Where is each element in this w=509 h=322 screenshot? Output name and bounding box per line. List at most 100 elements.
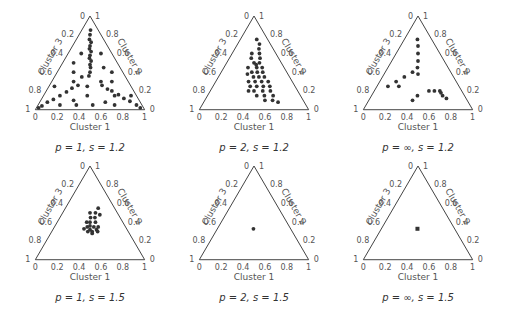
- svg-text:0: 0: [314, 255, 319, 264]
- svg-text:Cluster 3: Cluster 3: [200, 37, 229, 77]
- svg-text:Cluster 1: Cluster 1: [398, 122, 439, 132]
- svg-text:0.8: 0.8: [29, 236, 42, 245]
- svg-text:0.2: 0.2: [61, 180, 74, 189]
- svg-text:1: 1: [142, 263, 147, 272]
- svg-text:1: 1: [259, 162, 264, 171]
- svg-text:0: 0: [478, 105, 483, 114]
- svg-text:0.2: 0.2: [389, 180, 402, 189]
- svg-text:0.2: 0.2: [389, 30, 402, 39]
- svg-text:Cluster 1: Cluster 1: [70, 272, 111, 282]
- svg-text:0: 0: [361, 263, 366, 272]
- svg-text:0: 0: [197, 113, 202, 122]
- svg-text:Cluster 3: Cluster 3: [364, 187, 393, 227]
- svg-text:Cluster 2: Cluster 2: [115, 37, 144, 77]
- svg-text:0: 0: [33, 263, 38, 272]
- svg-text:1: 1: [423, 12, 428, 21]
- svg-text:0: 0: [197, 263, 202, 272]
- svg-text:0.2: 0.2: [303, 86, 316, 95]
- svg-text:0.8: 0.8: [106, 30, 119, 39]
- svg-text:1: 1: [470, 113, 475, 122]
- svg-text:Cluster 2: Cluster 2: [279, 187, 308, 227]
- svg-text:Cluster 1: Cluster 1: [398, 272, 439, 282]
- svg-text:1: 1: [353, 255, 358, 264]
- svg-text:0.4: 0.4: [237, 113, 250, 122]
- svg-text:0.2: 0.2: [379, 263, 392, 272]
- svg-text:0.6: 0.6: [423, 263, 436, 272]
- svg-text:Cluster 3: Cluster 3: [364, 37, 393, 77]
- svg-text:0: 0: [478, 255, 483, 264]
- svg-text:0: 0: [33, 113, 38, 122]
- svg-text:Cluster 2: Cluster 2: [115, 187, 144, 227]
- svg-text:0: 0: [361, 113, 366, 122]
- svg-text:0.2: 0.2: [467, 86, 480, 95]
- svg-text:0.4: 0.4: [401, 113, 414, 122]
- svg-text:0.8: 0.8: [280, 113, 293, 122]
- svg-text:0.8: 0.8: [116, 263, 129, 272]
- svg-text:Cluster 1: Cluster 1: [234, 272, 275, 282]
- svg-text:0.8: 0.8: [116, 113, 129, 122]
- svg-text:1: 1: [189, 105, 194, 114]
- svg-text:0.4: 0.4: [73, 113, 86, 122]
- svg-text:0.8: 0.8: [434, 180, 447, 189]
- svg-text:0.2: 0.2: [225, 180, 238, 189]
- svg-text:Cluster 1: Cluster 1: [70, 122, 111, 132]
- svg-text:1: 1: [306, 263, 311, 272]
- svg-text:1: 1: [259, 12, 264, 21]
- svg-text:0.2: 0.2: [225, 30, 238, 39]
- svg-text:0.8: 0.8: [270, 180, 283, 189]
- svg-text:0.8: 0.8: [357, 86, 370, 95]
- svg-text:0.6: 0.6: [423, 113, 436, 122]
- svg-text:1: 1: [423, 162, 428, 171]
- svg-text:0: 0: [80, 12, 85, 21]
- svg-text:0.8: 0.8: [29, 86, 42, 95]
- svg-text:0: 0: [408, 12, 413, 21]
- svg-text:0.8: 0.8: [270, 30, 283, 39]
- svg-text:0.4: 0.4: [73, 263, 86, 272]
- svg-text:Cluster 3: Cluster 3: [200, 187, 229, 227]
- svg-text:0.8: 0.8: [434, 30, 447, 39]
- svg-text:0.2: 0.2: [215, 113, 228, 122]
- svg-text:Cluster 2: Cluster 2: [443, 187, 472, 227]
- svg-text:0.8: 0.8: [280, 263, 293, 272]
- svg-text:0.4: 0.4: [237, 263, 250, 272]
- svg-text:1: 1: [25, 105, 30, 114]
- svg-text:0: 0: [150, 255, 155, 264]
- svg-text:0.2: 0.2: [61, 30, 74, 39]
- svg-text:0.8: 0.8: [193, 236, 206, 245]
- svg-text:0: 0: [408, 162, 413, 171]
- svg-text:0.6: 0.6: [95, 263, 108, 272]
- svg-text:1: 1: [25, 255, 30, 264]
- svg-text:1: 1: [189, 255, 194, 264]
- svg-text:Cluster 2: Cluster 2: [279, 37, 308, 77]
- svg-text:1: 1: [306, 113, 311, 122]
- svg-text:0.2: 0.2: [467, 236, 480, 245]
- svg-text:0.8: 0.8: [193, 86, 206, 95]
- svg-text:0.2: 0.2: [303, 236, 316, 245]
- svg-text:0.4: 0.4: [401, 263, 414, 272]
- svg-text:0.2: 0.2: [139, 86, 152, 95]
- svg-text:0.2: 0.2: [215, 263, 228, 272]
- svg-text:0.6: 0.6: [259, 263, 272, 272]
- svg-text:Cluster 3: Cluster 3: [36, 187, 65, 227]
- svg-text:Cluster 1: Cluster 1: [234, 122, 275, 132]
- svg-text:0: 0: [314, 105, 319, 114]
- svg-text:Cluster 3: Cluster 3: [36, 37, 65, 77]
- svg-text:Cluster 2: Cluster 2: [443, 37, 472, 77]
- svg-text:0: 0: [150, 105, 155, 114]
- svg-text:1: 1: [95, 162, 100, 171]
- svg-text:0.8: 0.8: [444, 263, 457, 272]
- svg-text:0.2: 0.2: [51, 263, 64, 272]
- svg-text:0.8: 0.8: [106, 180, 119, 189]
- svg-text:1: 1: [353, 105, 358, 114]
- svg-text:0.2: 0.2: [379, 113, 392, 122]
- svg-text:1: 1: [95, 12, 100, 21]
- svg-text:1: 1: [470, 263, 475, 272]
- svg-text:0.6: 0.6: [259, 113, 272, 122]
- svg-text:0: 0: [244, 12, 249, 21]
- svg-text:0.8: 0.8: [444, 113, 457, 122]
- svg-text:1: 1: [142, 113, 147, 122]
- svg-text:0: 0: [80, 162, 85, 171]
- svg-text:0.6: 0.6: [95, 113, 108, 122]
- svg-text:0.2: 0.2: [51, 113, 64, 122]
- svg-text:0.2: 0.2: [139, 236, 152, 245]
